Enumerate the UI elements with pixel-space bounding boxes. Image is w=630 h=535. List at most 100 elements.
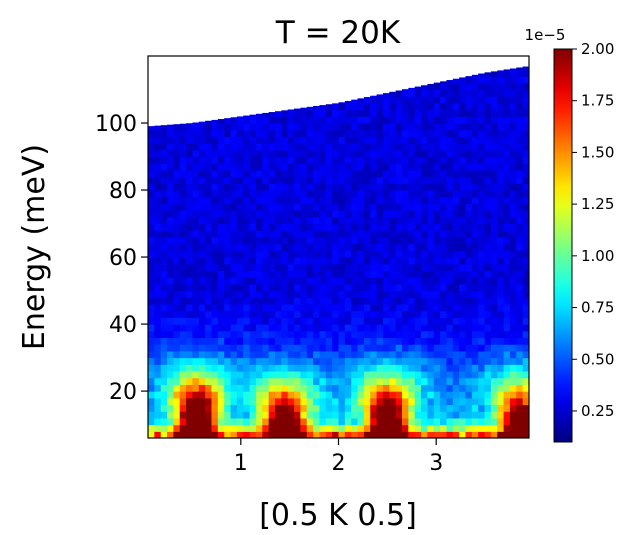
heatmap-cell: [344, 163, 352, 171]
heatmap-cell: [503, 370, 511, 379]
heatmap-cell: [490, 71, 498, 77]
heatmap-cell: [459, 317, 467, 325]
heatmap-cell: [497, 344, 505, 352]
heatmap-cell: [186, 183, 194, 191]
heatmap-cell: [154, 344, 162, 352]
heatmap-cell: [224, 411, 232, 419]
heatmap-cell: [421, 310, 428, 318]
heatmap-cell: [471, 149, 479, 158]
heatmap-cell: [459, 411, 467, 419]
heatmap-cell: [402, 89, 409, 97]
heatmap-cell: [281, 424, 289, 432]
heatmap-cell: [249, 163, 257, 171]
heatmap-cell: [205, 283, 213, 292]
heatmap-cell: [414, 297, 422, 305]
heatmap-cell: [440, 102, 448, 111]
heatmap-cell: [192, 370, 200, 379]
heatmap-cell: [294, 210, 301, 218]
heatmap-cell: [173, 257, 181, 265]
heatmap-cell: [205, 303, 213, 312]
heatmap-cell: [319, 357, 327, 365]
heatmap-cell: [211, 149, 219, 158]
heatmap-cell: [433, 143, 441, 151]
heatmap-cell: [294, 163, 301, 171]
heatmap-cell: [421, 377, 428, 385]
heatmap-cell: [243, 163, 251, 171]
heatmap-cell: [471, 404, 479, 412]
heatmap-cell: [389, 183, 397, 191]
heatmap-cell: [421, 397, 428, 406]
y-tick-label: 40: [109, 313, 137, 338]
heatmap-cell: [268, 250, 276, 258]
heatmap-cell: [249, 391, 257, 399]
heatmap-cell: [262, 404, 270, 412]
heatmap-cell: [433, 310, 441, 318]
heatmap-cell: [522, 344, 529, 352]
heatmap-cell: [217, 337, 225, 345]
heatmap-cell: [344, 116, 352, 124]
heatmap-cell: [294, 324, 301, 332]
heatmap-cell: [446, 149, 454, 158]
heatmap-cell: [275, 243, 282, 251]
heatmap-cell: [471, 377, 479, 385]
heatmap-cell: [389, 330, 397, 339]
heatmap-cell: [154, 357, 162, 365]
heatmap-cell: [154, 203, 162, 211]
heatmap-cell: [173, 431, 181, 438]
heatmap-cell: [186, 169, 194, 178]
heatmap-cell: [446, 391, 454, 399]
heatmap-cell: [471, 76, 479, 84]
heatmap-cell: [402, 223, 409, 231]
heatmap-cell: [490, 411, 498, 419]
heatmap-cell: [205, 169, 213, 178]
heatmap-cell: [427, 230, 435, 238]
heatmap-cell: [217, 169, 225, 178]
heatmap-cell: [522, 109, 529, 117]
heatmap-cell: [192, 391, 200, 399]
heatmap-cell: [490, 404, 498, 412]
heatmap-cell: [427, 283, 435, 292]
heatmap-cell: [465, 156, 473, 164]
heatmap-cell: [306, 431, 314, 438]
heatmap-cell: [287, 404, 295, 412]
heatmap-cell: [255, 397, 263, 406]
heatmap-cell: [313, 190, 321, 198]
heatmap-cell: [179, 176, 187, 184]
heatmap-cell: [427, 89, 435, 97]
heatmap-cell: [275, 344, 282, 352]
heatmap-cell: [205, 384, 213, 392]
heatmap-cell: [357, 210, 365, 218]
heatmap-cell: [357, 196, 365, 205]
heatmap-cell: [249, 310, 257, 318]
heatmap-cell: [471, 277, 479, 285]
heatmap-cell: [313, 417, 321, 426]
heatmap-cell: [224, 136, 232, 144]
colorbar-tick-label: 1.25: [581, 195, 614, 213]
heatmap-cell: [421, 96, 428, 104]
heatmap-cell: [516, 404, 524, 412]
heatmap-cell: [471, 263, 479, 272]
heatmap-cell: [198, 183, 206, 191]
heatmap-cell: [402, 210, 409, 218]
heatmap-cell: [351, 216, 359, 225]
heatmap-cell: [522, 417, 529, 426]
heatmap-cell: [478, 76, 486, 84]
heatmap-cell: [332, 190, 340, 198]
colorbar-tick-label: 0.50: [581, 350, 614, 368]
heatmap-cell: [160, 196, 168, 205]
heatmap-cell: [344, 156, 352, 164]
heatmap-cell: [332, 317, 340, 325]
heatmap-cell: [192, 357, 200, 365]
heatmap-cell: [217, 263, 225, 272]
heatmap-cell: [167, 310, 174, 318]
heatmap-cell: [205, 397, 213, 406]
heatmap-cell: [306, 384, 314, 392]
heatmap-cell: [167, 216, 174, 225]
heatmap-cell: [262, 277, 270, 285]
heatmap-cell: [148, 364, 155, 372]
heatmap-cell: [357, 230, 365, 238]
heatmap-cell: [427, 290, 435, 298]
heatmap-cell: [211, 391, 219, 399]
heatmap-cell: [446, 337, 454, 345]
heatmap-cell: [440, 431, 448, 438]
